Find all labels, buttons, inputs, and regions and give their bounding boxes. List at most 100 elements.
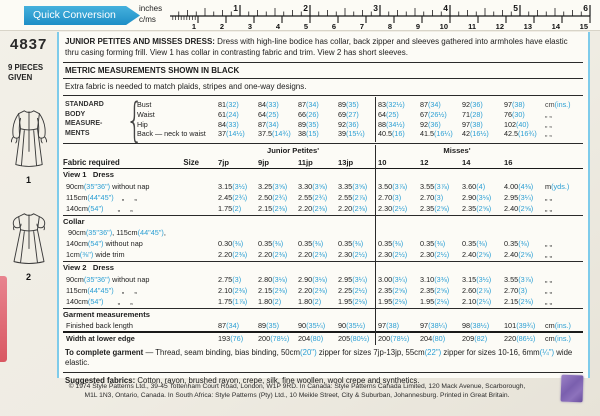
- label-line: BODY: [65, 110, 86, 118]
- section-title: Garment measurements: [63, 309, 150, 319]
- unit-cell: „ „: [545, 192, 552, 202]
- to-complete-garment: To complete garment — Thread, seam bindi…: [63, 345, 583, 370]
- value-cell: 200(78½): [378, 334, 410, 344]
- fabric-row: 90cm(35"36") without nap 2.75(3) 2.80(3⅛) 2…: [63, 274, 583, 285]
- svg-text:13: 13: [524, 22, 532, 30]
- value-cell: 1.75(2): [218, 203, 242, 213]
- fabric-row: 1cm(⅜") wide trim 2.20(2⅜) 2.20(2⅜) 2.20(2⅜…: [63, 249, 583, 260]
- size-column-header: 7jp: [218, 157, 229, 167]
- svg-text:6: 6: [583, 3, 588, 13]
- value-cell: 209(82): [462, 334, 488, 344]
- value-cell: 89(35): [258, 321, 280, 331]
- unit-cell: cm(ins.): [545, 100, 571, 109]
- unit-cell: cm(ins.): [545, 334, 571, 344]
- svg-text:1: 1: [192, 22, 196, 30]
- value-cell: 0.35(⅜): [462, 239, 488, 249]
- value-cell: 1.95(2⅛): [378, 296, 408, 306]
- value-cell: 2.45(2¾): [218, 192, 248, 202]
- value-cell: 81(32): [218, 100, 239, 109]
- value-cell: 2.20(2⅜): [218, 250, 248, 260]
- value-cell: 3.00(3¼): [378, 274, 408, 284]
- svg-text:10: 10: [440, 22, 448, 30]
- body-measurement-row: Waist 61(24) 64(25) 66(26) 69(27) 64(25) 67(26…: [127, 110, 583, 120]
- fabric-row: 90cm(35"36") without nap 3.15(3½) 3.25(3⅝)…: [63, 181, 583, 192]
- svg-text:12: 12: [496, 22, 504, 30]
- pink-edge-strip: [0, 276, 7, 362]
- value-cell: 97(38): [462, 119, 483, 129]
- value-cell: 2.40(2⅝): [504, 250, 534, 260]
- svg-text:14: 14: [552, 22, 561, 30]
- column-group-divider: [375, 97, 376, 143]
- size-column-header: 16: [504, 157, 513, 167]
- cms-label: c/ms: [139, 15, 156, 24]
- size-group-header: Junior Petites' Misses': [63, 145, 583, 156]
- value-cell: 76(30): [504, 109, 525, 119]
- fabric-row-label: Width at lower edge: [66, 334, 135, 344]
- body-measurement-row: Hip 84(33) 87(34) 89(35) 92(36) 88(34½) 92(36)…: [127, 120, 583, 130]
- value-cell: 88(34½): [378, 119, 405, 129]
- svg-text:9: 9: [416, 22, 420, 30]
- unit-cell: „ „: [545, 239, 552, 249]
- value-cell: 3.15(3½): [462, 274, 492, 284]
- size-column-header: 9jp: [258, 157, 269, 167]
- svg-text:4: 4: [276, 22, 281, 30]
- value-cell: 87(34): [298, 100, 319, 109]
- value-cell: 61(24): [218, 109, 239, 119]
- garment-title: JUNIOR PETITES AND MISSES DRESS:: [65, 37, 215, 46]
- value-cell: 102(40): [504, 119, 529, 129]
- value-cell: 66(26): [298, 109, 319, 119]
- value-cell: 2.35(2⅝): [462, 203, 492, 213]
- value-cell: 3.50(3⅞): [378, 181, 408, 191]
- ruler-unit-labels: inches c/ms: [139, 3, 162, 25]
- value-cell: 2.75(3): [218, 274, 242, 284]
- value-cell: 89(35): [338, 100, 359, 109]
- fabric-row: Finished back length 87(34) 89(35) 90(35¼) 9…: [63, 320, 583, 331]
- svg-text:7: 7: [360, 22, 364, 30]
- value-cell: 87(34): [218, 321, 240, 331]
- unit-cell: „ „: [545, 250, 552, 260]
- unit-cell: „ „: [545, 203, 552, 213]
- pattern-number: 4837: [10, 36, 48, 53]
- value-cell: 2.20(2⅜): [298, 285, 328, 295]
- section-title: Collar: [63, 216, 85, 226]
- garment-description-text: Dress with high-line bodice has collar, …: [65, 37, 568, 57]
- suggested-fabrics: Suggested fabrics: Cotton, rayon, brushe…: [63, 372, 583, 389]
- value-cell: 2.20(2⅜): [298, 250, 328, 260]
- value-cell: 2.15(2⅜): [258, 203, 288, 213]
- value-cell: 2.10(2⅜): [218, 285, 248, 295]
- body-measurements-table: STANDARD BODY MEASURE- MENTS { Bust 81(32…: [63, 93, 583, 147]
- section-title: View 1 Dress: [63, 170, 114, 180]
- measurement-label: Bust: [137, 100, 152, 109]
- inches-label: inches: [139, 4, 163, 13]
- value-cell: 2.60(2⅞): [462, 285, 492, 295]
- value-cell: 0.35(⅜): [378, 239, 404, 249]
- value-cell: 39(15¼): [338, 129, 365, 139]
- unit-cell: „ „: [545, 129, 552, 139]
- section-title: View 2 Dress: [63, 263, 114, 273]
- fabric-section: View 1 Dress 90cm(35"36") without nap 3.15…: [63, 169, 583, 216]
- size-column-header: 11jp: [298, 157, 313, 167]
- extra-fabric-note: Extra fabric is needed to match plaids, …: [65, 82, 307, 91]
- label-line: MENTS: [65, 129, 90, 137]
- value-cell: 2.55(2⅞): [338, 192, 368, 202]
- fabric-required-header: Fabric required Size: [63, 157, 213, 168]
- value-cell: 1.80(2): [298, 296, 322, 306]
- svg-text:8: 8: [388, 22, 392, 30]
- size-header-row: Fabric required Size 7jp 9jp 11jp 13jp 10 12 14 1…: [63, 156, 583, 170]
- svg-text:4: 4: [443, 3, 448, 13]
- value-cell: 41.5(16¼): [420, 129, 453, 139]
- pieces-given: 9 PIECES GIVEN: [8, 63, 57, 82]
- value-cell: 92(36): [420, 119, 441, 129]
- value-cell: 64(25): [378, 109, 399, 119]
- value-cell: 193(76): [218, 334, 244, 344]
- value-cell: 2.15(2⅜): [504, 296, 534, 306]
- value-cell: 89(35): [298, 119, 319, 129]
- svg-text:5: 5: [304, 22, 308, 30]
- fabric-row-label: Finished back length: [66, 321, 133, 331]
- view-1-dress-sketch: [10, 110, 47, 167]
- value-cell: 92(36): [462, 100, 483, 109]
- fabric-row: 140cm(54") „ „ 1.75(2) 2.15(2⅜) 2.20(2⅜) 2.2…: [63, 203, 583, 214]
- value-cell: 204(80): [420, 334, 446, 344]
- svg-text:3: 3: [248, 22, 252, 30]
- svg-text:15: 15: [580, 22, 588, 30]
